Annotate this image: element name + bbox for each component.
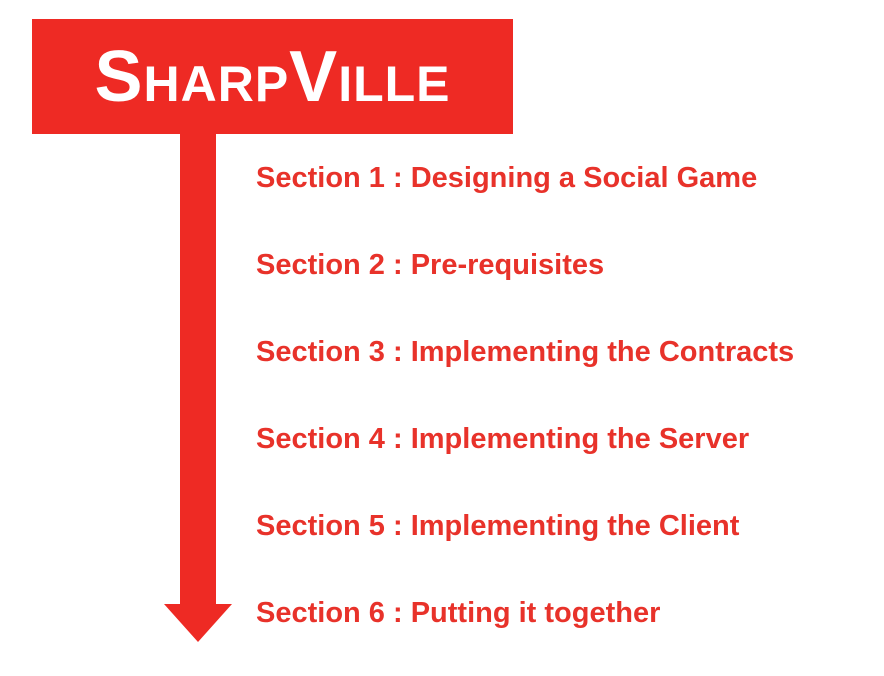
logo-title: SharpVille (94, 36, 451, 117)
section-item-6: Section 6 : Putting it together (256, 597, 661, 629)
section-list: Section 1 : Designing a Social Game Sect… (256, 154, 794, 676)
section-item-5: Section 5 : Implementing the Client (256, 510, 740, 542)
section-item-4: Section 4 : Implementing the Server (256, 423, 750, 455)
section-item-2: Section 2 : Pre-requisites (256, 249, 605, 281)
section-item-3: Section 3 : Implementing the Contracts (256, 336, 795, 368)
logo-banner: SharpVille (32, 19, 513, 134)
down-arrow-icon (164, 604, 232, 642)
timeline-arrow-shaft (180, 130, 216, 608)
section-item-1: Section 1 : Designing a Social Game (256, 162, 758, 194)
